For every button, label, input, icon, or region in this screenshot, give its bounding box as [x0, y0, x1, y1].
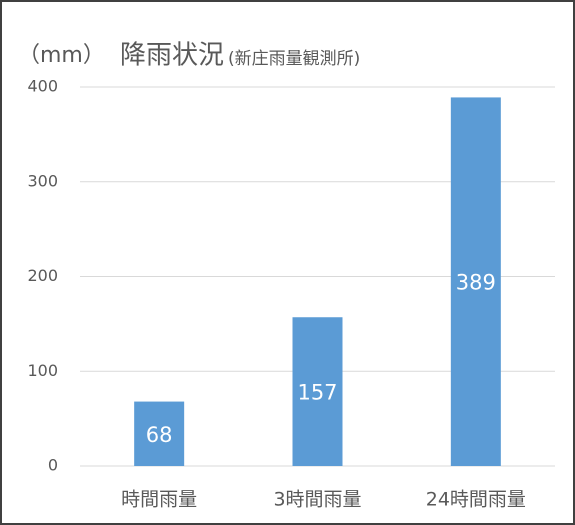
- chart-title: 降雨状況: [120, 41, 224, 71]
- bar: [292, 317, 343, 466]
- bar: [450, 97, 501, 467]
- value-label: 389: [456, 271, 496, 295]
- y-tick-label: 100: [27, 361, 58, 380]
- y-tick-label: 300: [27, 171, 58, 190]
- chart-subtitle: (新庄雨量観測所): [228, 49, 360, 69]
- x-tick-label: 時間雨量: [121, 489, 197, 511]
- value-label: 68: [146, 423, 173, 447]
- x-tick-label: 24時間雨量: [426, 489, 526, 511]
- y-tick-label: 0: [48, 456, 58, 475]
- value-label: 157: [297, 381, 337, 405]
- bar: [134, 401, 185, 466]
- y-tick-label: 200: [27, 266, 58, 285]
- x-tick-label: 3時間雨量: [273, 489, 361, 511]
- y-axis-label: （mm）: [18, 43, 105, 68]
- y-tick-label: 400: [27, 77, 58, 96]
